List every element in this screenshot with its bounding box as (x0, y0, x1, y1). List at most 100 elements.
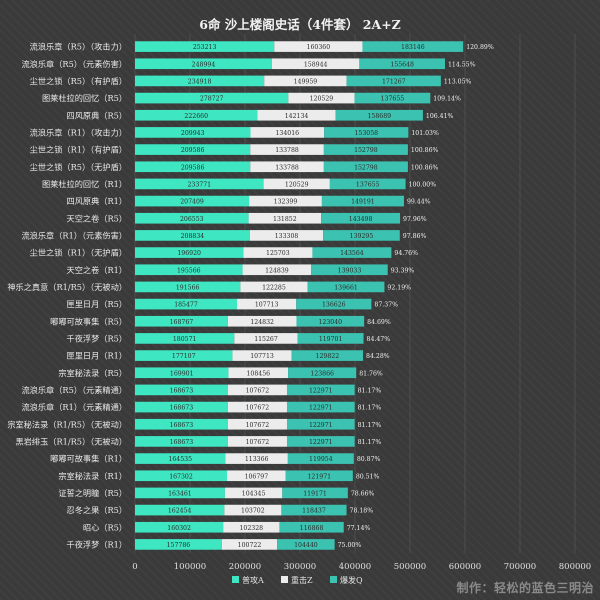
bar-segment-z (248, 212, 322, 224)
bar-segment-a (135, 453, 226, 464)
value-label: 122285 (262, 285, 286, 292)
category-label: 尘世之锁（R5）（无护盾） (30, 162, 127, 172)
value-label: 120529 (285, 182, 309, 189)
value-label: 107672 (246, 422, 270, 429)
bar-segment-a (135, 127, 251, 138)
value-label: 121971 (307, 473, 331, 480)
legend-label: 重击Z (291, 575, 313, 585)
value-label: 122971 (309, 405, 333, 412)
bar-segment-a (135, 161, 251, 173)
bar-segment-a (135, 298, 238, 310)
bar-segment-a (135, 41, 275, 52)
category-label: 天空之卷（R5） (67, 213, 128, 223)
value-label: 207409 (180, 199, 204, 206)
value-label: 160360 (307, 44, 331, 51)
percent-label: 93.39% (391, 267, 415, 274)
bar-segment-q (362, 41, 464, 52)
x-tick-label: 700000 (504, 562, 536, 572)
x-tick-label: 300000 (284, 562, 316, 572)
bar-segment-z (225, 453, 288, 464)
bar-segment-q (335, 109, 423, 121)
value-label: 253213 (193, 44, 217, 51)
value-label: 124832 (250, 319, 274, 326)
value-label: 104345 (242, 491, 266, 498)
category-label: 证誓之明瞳（R5） (58, 488, 127, 498)
bar-segment-z (274, 41, 363, 52)
bar-segment-a (135, 144, 251, 155)
bar-segment-q (286, 401, 355, 413)
value-label: 133308 (275, 233, 299, 240)
bar-segment-q (346, 75, 441, 87)
bar-segment-q (323, 144, 408, 155)
bar-segment-z (240, 281, 308, 293)
value-label: 167302 (169, 473, 193, 480)
x-tick-label: 500000 (394, 562, 426, 572)
value-label: 195566 (177, 267, 201, 274)
value-label: 123040 (319, 319, 343, 326)
value-label: 222660 (184, 113, 208, 120)
value-label: 157786 (167, 542, 191, 549)
bar-segment-a (135, 367, 229, 379)
value-label: 248994 (192, 61, 216, 68)
legend-swatch (232, 576, 239, 583)
value-label: 123866 (310, 370, 334, 377)
percent-label: 81.76% (359, 370, 383, 377)
value-label: 158944 (304, 61, 328, 68)
value-label: 185477 (174, 302, 198, 309)
percent-label: 101.03% (411, 130, 439, 137)
bar-segment-a (135, 418, 228, 430)
category-label: 流浪乐章（R1）（元素伤害） (21, 230, 127, 240)
value-label: 143564 (340, 250, 364, 257)
category-label: 流浪乐章（R5）（元素伤害） (21, 59, 127, 69)
value-label: 137655 (381, 96, 405, 103)
bar-segment-z (249, 230, 324, 241)
value-label: 180571 (173, 336, 197, 343)
category-label: 尘世之锁（R1）（无护盾） (30, 248, 127, 258)
bar-segment-q (311, 264, 388, 276)
x-tick-label: 600000 (449, 562, 481, 572)
bar-segment-z (227, 401, 287, 413)
percent-label: 77.14% (347, 525, 371, 532)
x-tick-label: 100000 (174, 562, 206, 572)
percent-label: 100.86% (411, 164, 439, 171)
value-label: 158689 (367, 113, 391, 120)
value-label: 107713 (250, 353, 274, 360)
bar-segment-z (271, 58, 360, 70)
bar-segment-a (135, 436, 228, 447)
category-label: 宗室秘法录（R1） (58, 471, 127, 481)
value-label: 171267 (382, 79, 406, 86)
bar-segment-q (296, 298, 372, 310)
legend-swatch (330, 576, 337, 583)
percent-label: 84.28% (366, 353, 390, 360)
bar-segment-q (321, 195, 404, 207)
value-label: 132399 (274, 199, 298, 206)
percent-label: 113.05% (444, 79, 472, 86)
percent-label: 100.00% (409, 182, 437, 189)
bar-segment-z (249, 195, 322, 207)
category-label: 天空之卷（R1） (67, 265, 128, 275)
x-tick-label: 800000 (559, 562, 591, 572)
bar-segment-a (135, 58, 272, 70)
bar-segment-z (227, 384, 287, 396)
value-label: 168673 (170, 439, 194, 446)
percent-label: 78.66% (351, 491, 375, 498)
percent-label: 84.69% (367, 319, 391, 326)
bar-segment-z (264, 75, 347, 87)
category-label: 图莱杜拉的回忆（R1） (42, 179, 127, 189)
category-label: 嘟嘟可故事集（R5） (50, 316, 127, 326)
value-label: 107672 (246, 388, 270, 395)
bar-segment-q (324, 127, 409, 138)
value-label: 106797 (245, 473, 269, 480)
percent-label: 75.00% (338, 542, 362, 549)
value-label: 206553 (180, 216, 204, 223)
category-label: 尘世之锁（R5）（有护盾） (30, 76, 127, 86)
value-label: 122971 (309, 439, 333, 446)
bar-segment-q (285, 470, 353, 482)
bar-segment-a (135, 109, 258, 121)
category-label: 昭心（R5） (83, 522, 127, 532)
value-label: 139033 (338, 267, 362, 274)
bar-segment-q (277, 539, 335, 550)
value-label: 103702 (241, 508, 265, 515)
bar-segment-q (323, 161, 408, 173)
value-label: 137655 (356, 182, 380, 189)
